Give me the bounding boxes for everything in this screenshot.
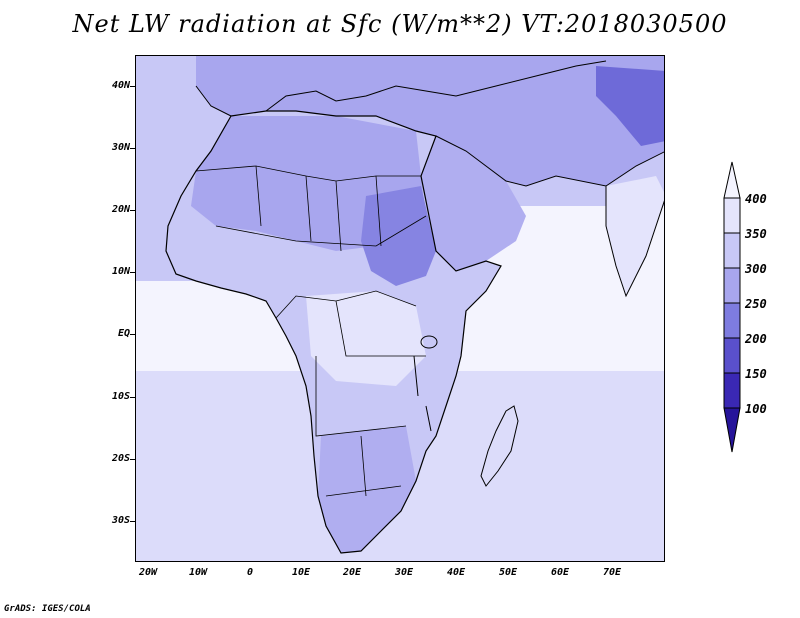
colorbar-label-150: 150 bbox=[745, 367, 767, 381]
map-plot-area bbox=[135, 55, 665, 562]
colorbar-label-400: 400 bbox=[745, 192, 767, 206]
lat-label-30s: 30S bbox=[111, 515, 130, 526]
lat-label-20n: 20N bbox=[111, 204, 130, 215]
colorbar-segment-350-400 bbox=[723, 197, 741, 234]
rift-lakes bbox=[413, 355, 432, 432]
lat-tick bbox=[130, 459, 135, 460]
colorbar-label-350: 350 bbox=[745, 227, 767, 241]
map-title: Net LW radiation at Sfc (W/m**2) VT:2018… bbox=[72, 10, 728, 38]
lat-label-eq: EQ bbox=[117, 328, 130, 339]
colorbar bbox=[723, 161, 741, 453]
lat-tick bbox=[130, 148, 135, 149]
madagascar-land bbox=[480, 405, 519, 487]
lat-label-10s: 10S bbox=[111, 391, 130, 402]
colorbar-bottom-arrow bbox=[723, 407, 741, 453]
colorbar-segment-150-200 bbox=[723, 337, 741, 374]
grads-credit: GrADS: IGES/COLA bbox=[4, 604, 91, 614]
lon-label-50e: 50E bbox=[498, 567, 518, 578]
india-land bbox=[606, 176, 664, 296]
colorbar-label-300: 300 bbox=[745, 262, 767, 276]
lon-label-70e: 70E bbox=[602, 567, 622, 578]
lon-label-0: 0 bbox=[246, 567, 254, 578]
lat-label-20s: 20S bbox=[111, 453, 130, 464]
southern-africa-region bbox=[318, 426, 416, 553]
colorbar-segment-200-250 bbox=[723, 302, 741, 339]
colorbar-segment-250-300 bbox=[723, 267, 741, 304]
lat-label-10n: 10N bbox=[111, 266, 130, 277]
colorbar-label-100: 100 bbox=[745, 402, 767, 416]
eurasia-land bbox=[196, 56, 664, 186]
country-borders bbox=[195, 165, 457, 497]
lat-tick bbox=[130, 397, 135, 398]
lat-tick bbox=[130, 210, 135, 211]
eurasia-coastline bbox=[195, 60, 664, 298]
lon-label-60e: 60E bbox=[550, 567, 570, 578]
lake-victoria bbox=[420, 335, 438, 349]
colorbar-segment-300-350 bbox=[723, 232, 741, 269]
tibet-dark-region bbox=[596, 66, 664, 146]
lat-tick bbox=[130, 86, 135, 87]
lon-label-30e: 30E bbox=[394, 567, 414, 578]
lat-tick bbox=[130, 521, 135, 522]
sudan-dark-region bbox=[361, 186, 436, 286]
map-svg bbox=[136, 56, 664, 561]
lon-label-40e: 40E bbox=[446, 567, 466, 578]
lat-label-40n: 40N bbox=[111, 80, 130, 91]
colorbar-top-arrow bbox=[723, 161, 741, 199]
lon-label-20w: 20W bbox=[138, 567, 158, 578]
congo-light-region bbox=[306, 291, 426, 386]
lat-tick bbox=[130, 334, 135, 335]
lon-label-20e: 20E bbox=[342, 567, 362, 578]
arabian-land bbox=[421, 136, 526, 271]
colorbar-segment-100-150 bbox=[723, 372, 741, 409]
lat-label-30n: 30N bbox=[111, 142, 130, 153]
lon-label-10e: 10E bbox=[291, 567, 311, 578]
colorbar-label-200: 200 bbox=[745, 332, 767, 346]
colorbar-label-250: 250 bbox=[745, 297, 767, 311]
lat-tick bbox=[130, 272, 135, 273]
lon-label-10w: 10W bbox=[188, 567, 208, 578]
